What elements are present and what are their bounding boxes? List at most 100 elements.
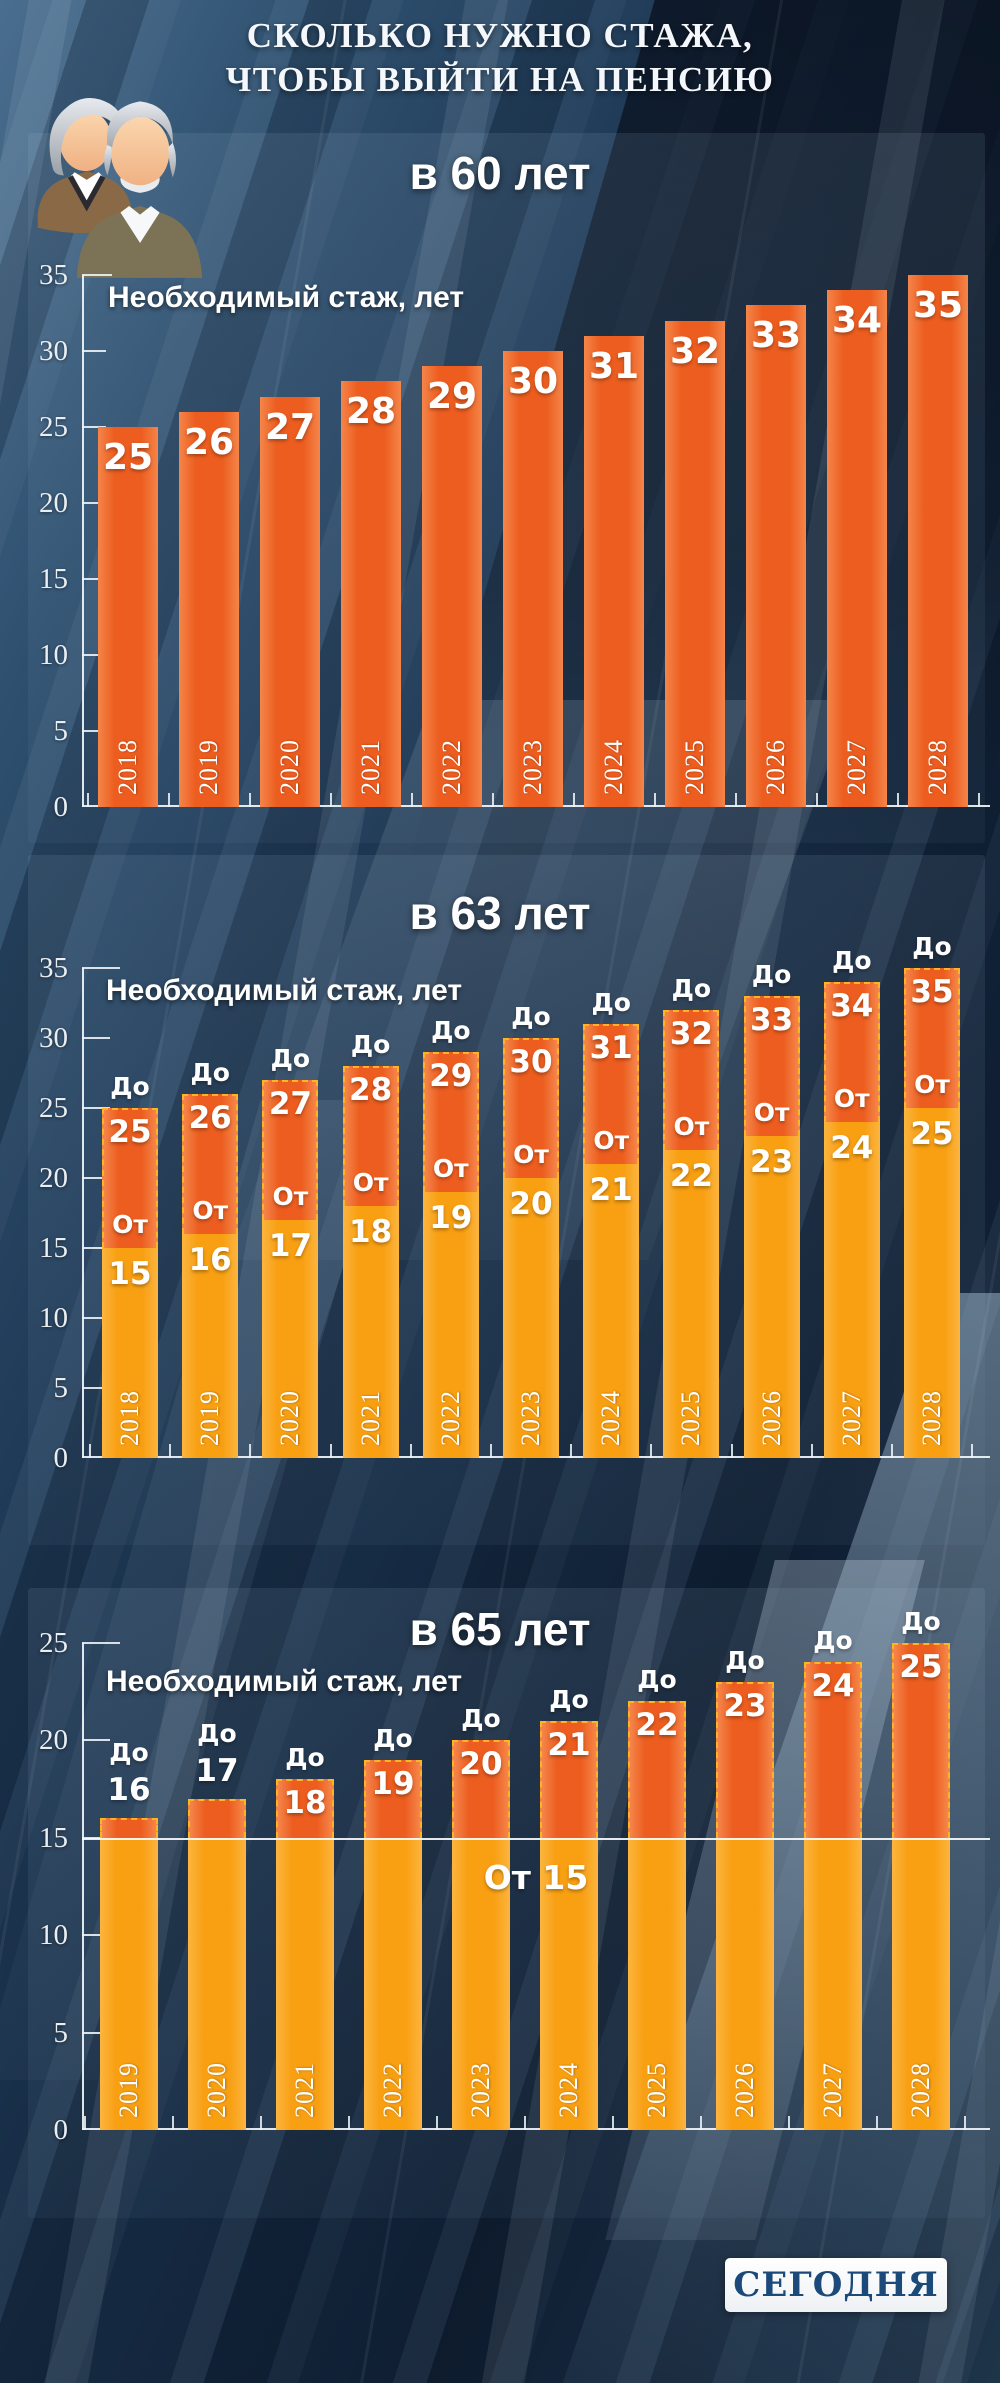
bar-segment-to xyxy=(892,1643,950,1838)
year-label: 2020 xyxy=(260,683,320,795)
year-label-text: 2027 xyxy=(836,1390,866,1446)
to-value-label: 35 xyxy=(910,974,954,1010)
year-label-text: 2024 xyxy=(596,1390,626,1446)
from-word-label: От xyxy=(352,1168,389,1197)
y-tick xyxy=(82,1317,110,1319)
bar-segment-from xyxy=(804,1837,862,2130)
bar-segment-to xyxy=(503,1038,559,1178)
to-word-label: До xyxy=(549,1684,589,1714)
y-tick-label: 5 xyxy=(53,715,69,747)
to-value-label: 31 xyxy=(589,1030,633,1066)
to-value-label: 22 xyxy=(635,1707,679,1744)
bar-segment-to xyxy=(540,1720,598,1838)
to-word-label: До xyxy=(901,1607,941,1636)
y-tick-label: 20 xyxy=(39,1724,68,1757)
x-tick xyxy=(409,1444,412,1458)
year-label: 2022 xyxy=(423,1334,479,1446)
bar-segment-to xyxy=(716,1681,774,1838)
bar-segment-to xyxy=(262,1080,319,1220)
x-tick xyxy=(88,1444,91,1458)
bar-segment-from xyxy=(262,1220,319,1458)
year-label-text: 2026 xyxy=(730,2062,759,2118)
bar-segment-to xyxy=(102,1108,158,1248)
year-label: 2024 xyxy=(540,2006,598,2118)
x-tick xyxy=(964,2116,966,2130)
to-value-label: 32 xyxy=(669,1016,713,1052)
x-tick xyxy=(329,1444,332,1458)
x-tick xyxy=(260,2116,262,2130)
bar-value-label: 32 xyxy=(669,330,721,372)
year-label-text: 2022 xyxy=(437,739,466,795)
page-title-line1: СКОЛЬКО НУЖНО СТАЖА, xyxy=(246,16,754,55)
x-tick xyxy=(572,793,575,807)
y-tick xyxy=(82,350,106,352)
bar-segment-to xyxy=(743,996,800,1136)
from-word-label: От xyxy=(192,1196,229,1225)
to-value-label: 28 xyxy=(349,1072,393,1108)
bar-segment-to xyxy=(342,1066,399,1206)
y-axis-top-cap xyxy=(82,1642,120,1644)
year-label-text: 2019 xyxy=(194,739,223,795)
bar-segment-from xyxy=(102,1248,158,1458)
x-tick xyxy=(896,793,899,807)
from-value-label: 20 xyxy=(509,1186,553,1222)
x-tick xyxy=(410,793,413,807)
bar-segment-to xyxy=(364,1759,422,1838)
year-label-text: 2027 xyxy=(818,2062,847,2118)
year-label: 2022 xyxy=(422,683,482,795)
x-tick xyxy=(436,2116,438,2130)
to-word-label: До xyxy=(591,988,631,1017)
chart-title: в 63 лет xyxy=(409,887,591,939)
bar-segment-from xyxy=(342,1206,399,1458)
x-tick xyxy=(167,793,170,807)
year-label: 2021 xyxy=(341,683,401,795)
y-tick-label: 35 xyxy=(39,952,68,984)
bar xyxy=(179,411,239,807)
year-label-text: 2023 xyxy=(466,2062,495,2118)
year-label: 2027 xyxy=(824,1334,880,1446)
year-label: 2027 xyxy=(804,2006,862,2118)
from-value-label: 18 xyxy=(349,1214,393,1250)
from-word-label: От xyxy=(272,1182,309,1211)
y-tick xyxy=(82,502,106,504)
year-label-text: 2021 xyxy=(356,739,385,795)
y-tick-label: 15 xyxy=(39,563,68,595)
y-tick-label: 10 xyxy=(39,1302,68,1334)
y-tick xyxy=(82,1934,110,1937)
y-tick-label: 5 xyxy=(53,1372,69,1404)
bar-value-label: 25 xyxy=(102,437,154,478)
to-value-label: 19 xyxy=(371,1765,415,1802)
chart-plot: 0 5 10 15 20 25 Необходимый стаж, лет До 16 2019 Д… xyxy=(39,1607,990,2146)
year-label: 2021 xyxy=(276,2006,334,2118)
year-label-text: 2018 xyxy=(115,1390,144,1446)
y-tick-label: 35 xyxy=(39,259,68,291)
to-word-label: До xyxy=(285,1743,325,1773)
x-tick xyxy=(971,1444,974,1458)
x-tick xyxy=(249,1444,252,1458)
to-value-label: 21 xyxy=(547,1726,591,1763)
year-label: 2019 xyxy=(179,683,239,795)
year-label-text: 2023 xyxy=(516,1390,545,1446)
year-label: 2023 xyxy=(503,1334,559,1446)
year-label: 2019 xyxy=(182,1334,238,1446)
year-label: 2023 xyxy=(452,2006,510,2118)
y-tick-label: 0 xyxy=(53,1442,69,1474)
year-label-text: 2020 xyxy=(202,2062,231,2118)
year-label-text: 2019 xyxy=(114,2062,143,2118)
y-tick-label: 15 xyxy=(39,1232,68,1264)
to-value-label: 25 xyxy=(108,1114,152,1150)
x-tick xyxy=(248,793,251,807)
year-label-text: 2028 xyxy=(923,739,952,795)
x-tick xyxy=(169,1444,172,1458)
y-axis-top-cap xyxy=(82,967,120,969)
bar-value-label: 31 xyxy=(588,345,640,387)
year-label-text: 2024 xyxy=(554,2062,583,2118)
to-value-label: 17 xyxy=(195,1752,239,1789)
year-label: 2025 xyxy=(628,2006,686,2118)
bar-segment-from xyxy=(100,1837,158,2130)
to-word-label: До xyxy=(197,1718,237,1748)
to-word-label: До xyxy=(511,1002,551,1031)
from-word-label: От xyxy=(112,1210,148,1239)
y-tick-label: 20 xyxy=(39,487,68,519)
